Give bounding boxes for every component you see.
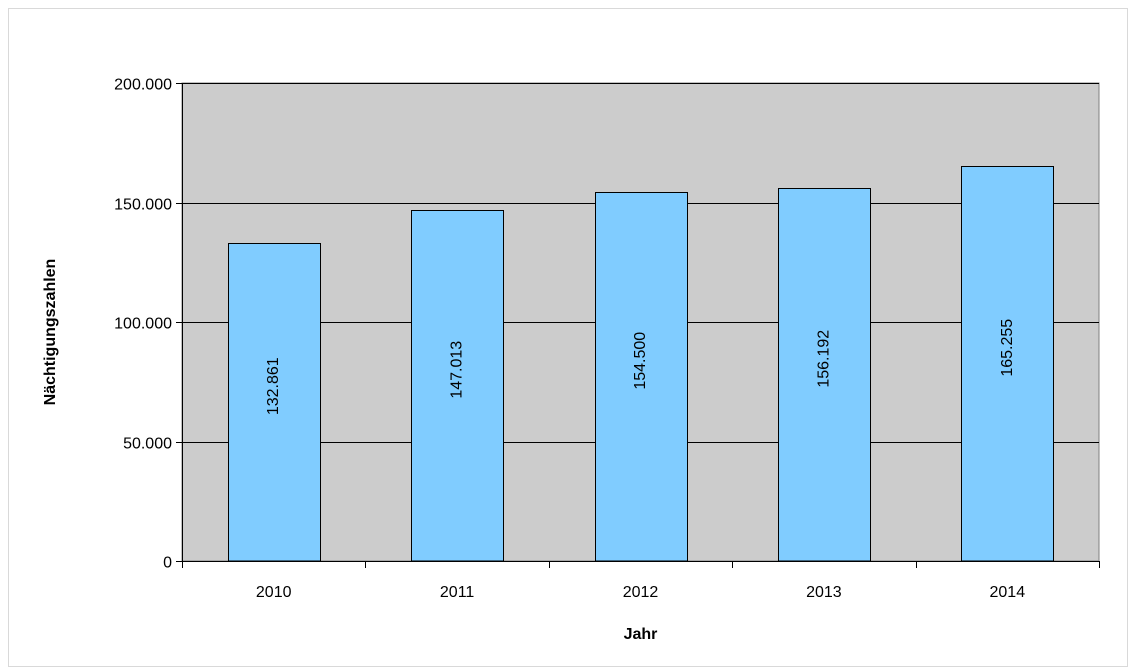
bar-value-label: 154.500	[632, 332, 649, 390]
x-tick-label: 2011	[440, 584, 475, 601]
bar-value-label: 147.013	[449, 341, 466, 399]
x-tick-label: 2012	[623, 584, 659, 601]
y-tick-label: 0	[163, 555, 172, 572]
y-tick-label: 200.000	[114, 77, 172, 94]
x-axis-title: Jahr	[624, 626, 658, 643]
x-tick-label: 2013	[806, 584, 842, 601]
labels: 0 50.000 100.000 150.000 200.000 132.861 147.0…	[114, 77, 1025, 602]
y-tick-label: 150.000	[114, 197, 172, 214]
bar	[778, 188, 871, 562]
bar-value-label: 156.192	[815, 330, 832, 388]
bar-chart: 0 50.000 100.000 150.000 200.000 132.861 147.0…	[42, 77, 1100, 643]
bar-value-label: 132.861	[265, 357, 282, 415]
bars	[228, 166, 1054, 562]
y-axis-title: Nächtigungszahlen	[42, 259, 59, 406]
axes	[176, 83, 1100, 568]
bar	[961, 166, 1054, 562]
x-tick-label: 2010	[256, 584, 292, 601]
bar	[595, 192, 688, 562]
chart-frame: 0 50.000 100.000 150.000 200.000 132.861 147.0…	[8, 8, 1128, 667]
y-tick-label: 50.000	[123, 436, 172, 453]
bar-value-label: 165.255	[999, 319, 1016, 377]
bar	[411, 210, 504, 562]
y-tick-label: 100.000	[114, 316, 172, 333]
x-tick-label: 2014	[990, 584, 1026, 601]
